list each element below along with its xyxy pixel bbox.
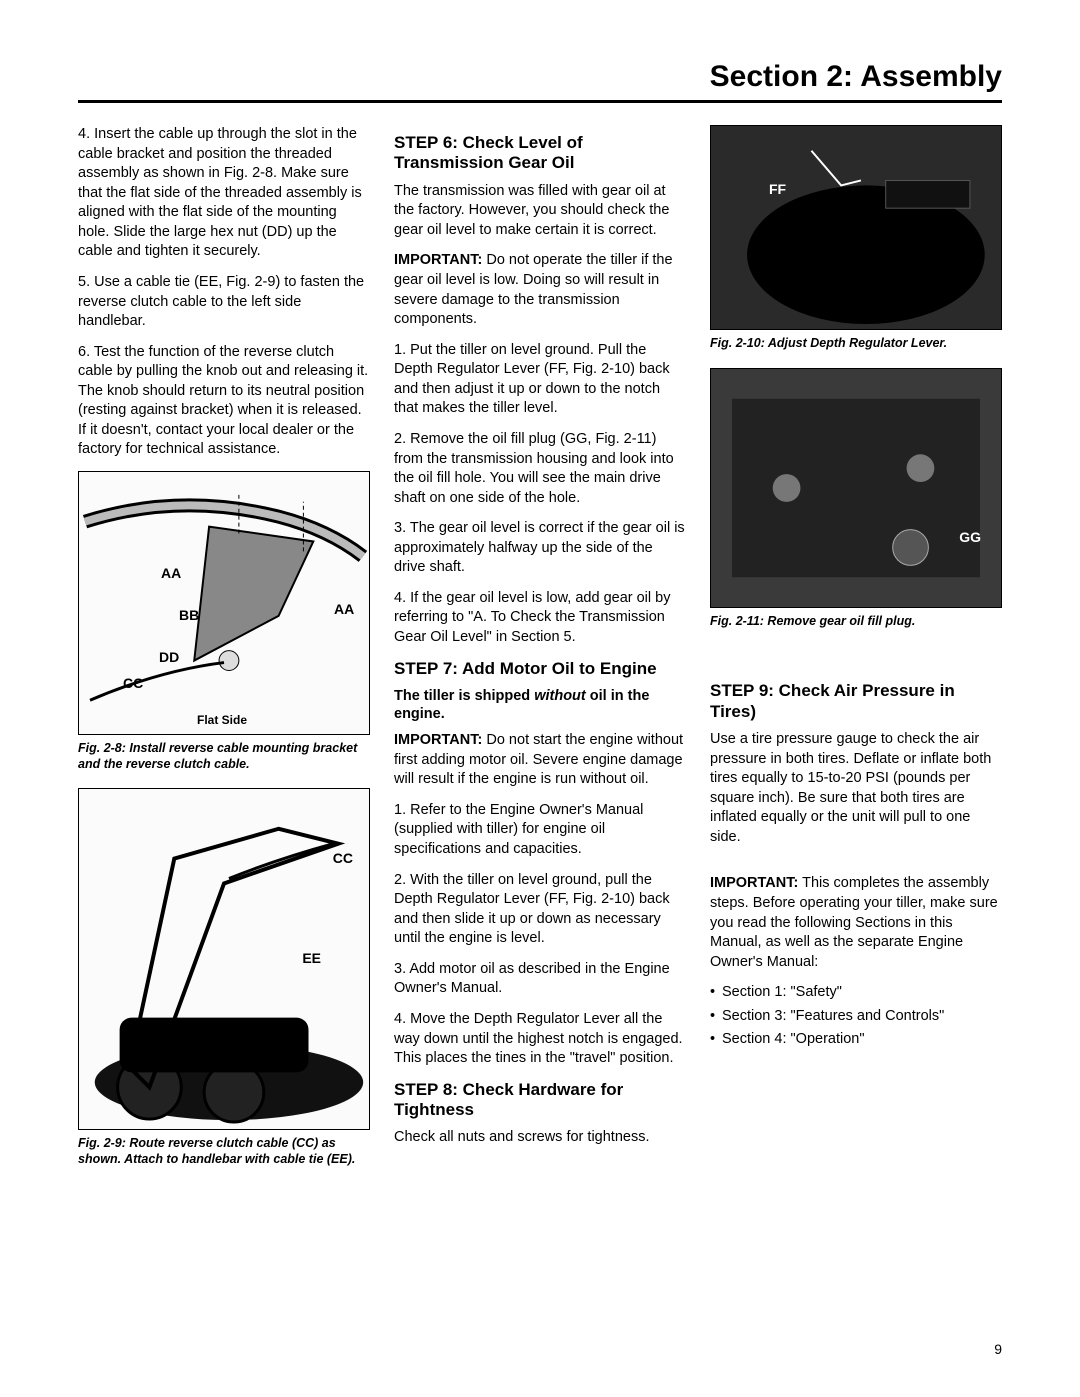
step6-n2: 2. Remove the oil fill plug (GG, Fig. 2-…: [394, 430, 686, 508]
step7-n4: 4. Move the Depth Regulator Lever all th…: [394, 1010, 686, 1069]
figure-2-9-svg: [79, 789, 369, 1129]
step7-heading: STEP 7: Add Motor Oil to Engine: [394, 659, 686, 679]
step7-n2: 2. With the tiller on level ground, pull…: [394, 871, 686, 949]
fig28-label-aa1: AA: [161, 564, 181, 583]
fig28-label-bb: BB: [179, 606, 199, 625]
fig210-label-ff: FF: [769, 180, 786, 199]
figure-2-10-caption: Fig. 2-10: Adjust Depth Regulator Lever.: [710, 336, 1002, 352]
spacer: [710, 645, 1002, 673]
step7-n3: 3. Add motor oil as described in the Eng…: [394, 960, 686, 999]
step7-sub-em: without: [534, 688, 586, 704]
step7-n1: 1. Refer to the Engine Owner's Manual (s…: [394, 801, 686, 860]
figure-2-8: AA AA BB DD CC Flat Side: [78, 471, 370, 735]
list-item: Section 3: "Features and Controls": [710, 1007, 1002, 1027]
fig28-label-aa2: AA: [334, 600, 354, 619]
step6-n4: 4. If the gear oil level is low, add gea…: [394, 589, 686, 648]
list-item: Section 4: "Operation": [710, 1030, 1002, 1050]
step7-important: IMPORTANT: Do not start the engine witho…: [394, 731, 686, 790]
step7-subheading: The tiller is shipped without oil in the…: [394, 687, 686, 723]
final-important: IMPORTANT: This completes the assembly s…: [710, 874, 1002, 972]
fig29-label-cc: CC: [333, 849, 353, 868]
section-header: Section 2: Assembly: [78, 60, 1002, 103]
step6-intro: The transmission was filled with gear oi…: [394, 182, 686, 241]
figure-2-9: CC EE: [78, 788, 370, 1130]
step9-heading: STEP 9: Check Air Pressure in Tires): [710, 681, 1002, 722]
spacer: [710, 858, 1002, 874]
col1-para-4: 4. Insert the cable up through the slot …: [78, 125, 370, 262]
step8-p: Check all nuts and screws for tightness.: [394, 1128, 686, 1148]
figure-2-8-svg: [79, 472, 369, 734]
fig211-label-gg: GG: [959, 528, 981, 547]
step6-heading: STEP 6: Check Level of Transmission Gear…: [394, 133, 686, 174]
step6-n1: 1. Put the tiller on level ground. Pull …: [394, 341, 686, 419]
column-2: STEP 6: Check Level of Transmission Gear…: [394, 125, 686, 1168]
important-label: IMPORTANT:: [394, 732, 482, 748]
column-3: FF Fig. 2-10: Adjust Depth Regulator Lev…: [710, 125, 1002, 1168]
figure-2-11-caption: Fig. 2-11: Remove gear oil fill plug.: [710, 614, 1002, 630]
step9-p: Use a tire pressure gauge to check the a…: [710, 730, 1002, 847]
col1-para-6: 6. Test the function of the reverse clut…: [78, 343, 370, 460]
col1-para-5: 5. Use a cable tie (EE, Fig. 2-9) to fas…: [78, 273, 370, 332]
step7-sub-a: The tiller is shipped: [394, 688, 534, 704]
list-item: Section 1: "Safety": [710, 983, 1002, 1003]
fig28-label-cc: CC: [123, 674, 143, 693]
fig28-label-flat: Flat Side: [197, 712, 247, 728]
important-label: IMPORTANT:: [710, 875, 798, 891]
sections-list: Section 1: "Safety" Section 3: "Features…: [710, 983, 1002, 1050]
fig29-label-ee: EE: [302, 949, 321, 968]
figure-2-8-caption: Fig. 2-8: Install reverse cable mounting…: [78, 741, 370, 772]
figure-2-11: GG: [710, 368, 1002, 608]
fig28-label-dd: DD: [159, 648, 179, 667]
page-number: 9: [994, 1341, 1002, 1357]
step6-important: IMPORTANT: Do not operate the tiller if …: [394, 251, 686, 329]
figure-2-10-svg: [711, 126, 1001, 329]
step6-n3: 3. The gear oil level is correct if the …: [394, 519, 686, 578]
figure-2-9-caption: Fig. 2-9: Route reverse clutch cable (CC…: [78, 1136, 370, 1167]
content-columns: 4. Insert the cable up through the slot …: [78, 125, 1002, 1168]
important-label: IMPORTANT:: [394, 252, 482, 268]
step8-heading: STEP 8: Check Hardware for Tightness: [394, 1080, 686, 1121]
column-1: 4. Insert the cable up through the slot …: [78, 125, 370, 1168]
figure-2-10: FF: [710, 125, 1002, 330]
figure-2-11-svg: [711, 369, 1001, 607]
